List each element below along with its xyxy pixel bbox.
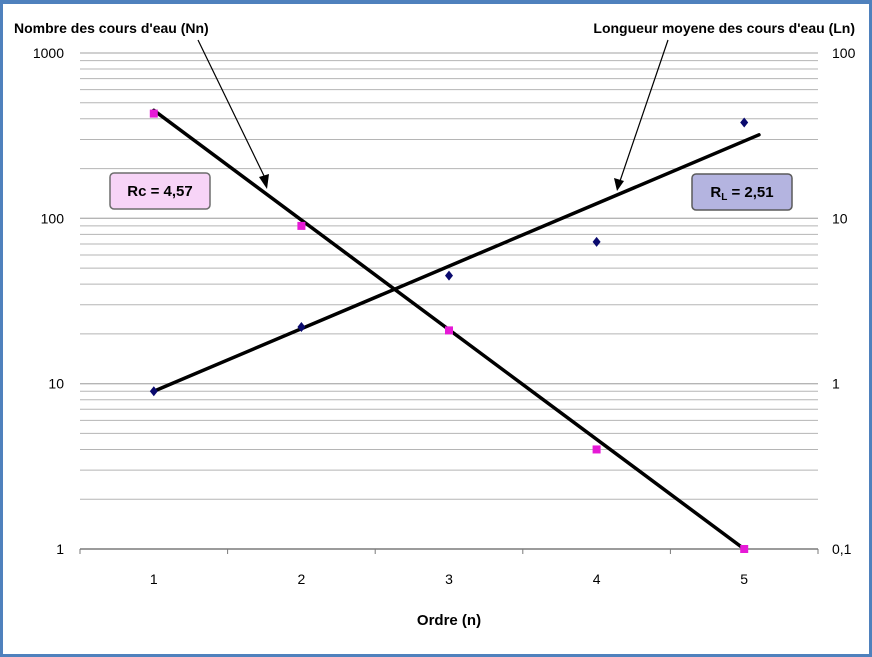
annotation-arrows [197, 39, 669, 191]
trend-line-ln [152, 133, 761, 393]
x-tick-label: 5 [740, 571, 748, 587]
rc-annotation-box [109, 172, 211, 210]
point-nn [740, 545, 749, 553]
y-left-tick-label: 1 [56, 541, 64, 557]
arrow-right-series [618, 39, 669, 185]
point-nn [297, 221, 306, 230]
x-tick-label: 1 [150, 571, 158, 587]
y-right-tick-label: 100 [832, 45, 856, 61]
point-nn [592, 445, 601, 454]
y-right-tick-label: 1 [832, 376, 840, 392]
tick-labels: 1 2 3 4 5 1 10 100 1000 0,1 1 10 100 [33, 45, 856, 587]
point-nn [149, 109, 158, 118]
left-series-title: Nombre des cours d'eau (Nn) [14, 20, 209, 36]
y-right-tick-label: 0,1 [832, 541, 852, 557]
arrowhead-left-series [259, 174, 269, 189]
rl-annotation-box [691, 173, 793, 211]
rl-annotation-rest: = 2,51 [727, 184, 773, 201]
rc-annotation: Rc = 4,57 [109, 172, 211, 210]
data-points [149, 109, 749, 553]
y-left-tick-label: 10 [48, 376, 64, 392]
point-ln [740, 117, 749, 128]
x-tick-label: 4 [593, 571, 601, 587]
point-ln [592, 236, 601, 247]
rl-annotation-label: RL = 2,51 [710, 184, 773, 203]
axes [79, 548, 819, 554]
y-left-tick-label: 100 [41, 210, 65, 226]
y-left-tick-label: 1000 [33, 45, 64, 61]
arrowhead-right-series [614, 178, 624, 191]
rc-annotation-label: Rc = 4,57 [127, 183, 192, 200]
point-ln [445, 270, 453, 281]
rl-annotation-main: R [710, 184, 721, 201]
x-tick-label: 2 [298, 571, 306, 587]
point-ln [149, 386, 158, 397]
rl-annotation: RL = 2,51 [691, 173, 793, 211]
point-nn [445, 326, 453, 335]
rl-annotation-sub: L [721, 192, 727, 203]
right-series-title: Longueur moyene des cours d'eau (Ln) [593, 20, 855, 36]
y-right-tick-label: 10 [832, 210, 848, 226]
trend-lines [152, 108, 761, 551]
arrow-left-series [197, 39, 268, 183]
x-axis-label: Ordre (n) [417, 612, 481, 629]
point-ln [297, 322, 306, 333]
x-tick-label: 3 [445, 571, 453, 587]
